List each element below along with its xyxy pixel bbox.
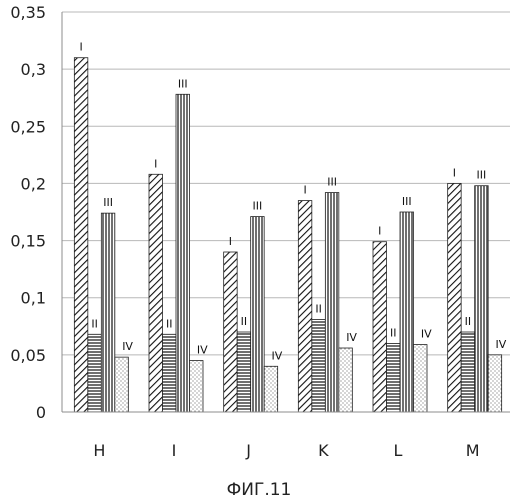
bar-l-series-2: [387, 343, 401, 412]
bar-series-label: II: [390, 326, 397, 339]
bar-series-label: III: [253, 200, 263, 213]
bar-l-series-1: [373, 242, 387, 412]
bar-series-label: I: [79, 41, 82, 54]
bar-series-label: IV: [272, 349, 283, 362]
bar-j-series-1: [224, 252, 238, 412]
bar-series-label: II: [465, 315, 472, 328]
bar-series-label: III: [327, 176, 337, 189]
x-tick-label: K: [318, 441, 329, 460]
bar-k-series-3: [325, 193, 339, 412]
bars: [74, 58, 501, 412]
bar-series-label: III: [402, 195, 412, 208]
bar-h-series-4: [115, 357, 129, 412]
x-tick-label: L: [394, 441, 403, 460]
bar-series-label: IV: [421, 328, 432, 341]
y-tick-label: 0,2: [21, 174, 46, 193]
bar-series-label: IV: [346, 331, 357, 344]
bar-series-label: IV: [496, 338, 507, 351]
y-tick-label: 0,05: [10, 346, 46, 365]
x-tick-label: I: [172, 441, 177, 460]
bar-series-label: III: [477, 169, 487, 182]
bar-h-series-3: [101, 213, 115, 412]
bar-h-series-1: [74, 58, 88, 412]
bar-series-label: I: [378, 225, 381, 238]
bar-series-label: III: [178, 77, 188, 90]
bar-series-label: II: [166, 317, 173, 330]
bar-series-label: II: [315, 302, 322, 315]
y-tick-label: 0: [36, 403, 46, 422]
bar-i-series-2: [163, 334, 177, 412]
y-tick-label: 0,15: [10, 232, 46, 251]
y-tick-label: 0,35: [10, 3, 46, 22]
bar-m-series-1: [448, 183, 462, 412]
bar-series-label: I: [453, 166, 456, 179]
bar-j-series-2: [237, 332, 251, 412]
bar-l-series-4: [414, 345, 428, 412]
bar-m-series-4: [488, 355, 502, 412]
bar-series-label: II: [241, 315, 248, 328]
bar-series-label: III: [103, 196, 113, 209]
bar-series-label: II: [91, 317, 98, 330]
x-tick-label: J: [245, 441, 251, 460]
bar-series-label: IV: [197, 344, 208, 357]
bar-series-label: IV: [122, 340, 133, 353]
bar-k-series-1: [298, 201, 312, 412]
bar-series-label: I: [154, 157, 157, 170]
bar-h-series-2: [88, 334, 102, 412]
y-tick-label: 0,1: [21, 289, 46, 308]
bar-i-series-4: [190, 361, 204, 412]
bar-l-series-3: [400, 212, 414, 412]
bar-k-series-2: [312, 319, 326, 412]
bar-m-series-3: [475, 186, 489, 412]
bar-i-series-3: [176, 94, 190, 412]
x-tick-label: H: [93, 441, 105, 460]
figure-caption: ФИГ.11: [227, 480, 292, 500]
bar-i-series-1: [149, 174, 163, 412]
bar-m-series-2: [461, 332, 475, 412]
y-tick-label: 0,3: [21, 60, 46, 79]
bar-j-series-3: [251, 217, 265, 412]
bar-series-label: I: [229, 235, 232, 248]
bar-labels: IIIIIIIVIIIIIIIVIIIIIIIVIIIIIIIVIIIIIIIV…: [79, 41, 506, 363]
y-tick-label: 0,25: [10, 117, 46, 136]
bar-k-series-4: [339, 348, 353, 412]
bar-series-label: I: [303, 184, 306, 197]
gridlines: [62, 12, 510, 355]
bar-j-series-4: [264, 366, 278, 412]
x-tick-label: M: [466, 441, 480, 460]
